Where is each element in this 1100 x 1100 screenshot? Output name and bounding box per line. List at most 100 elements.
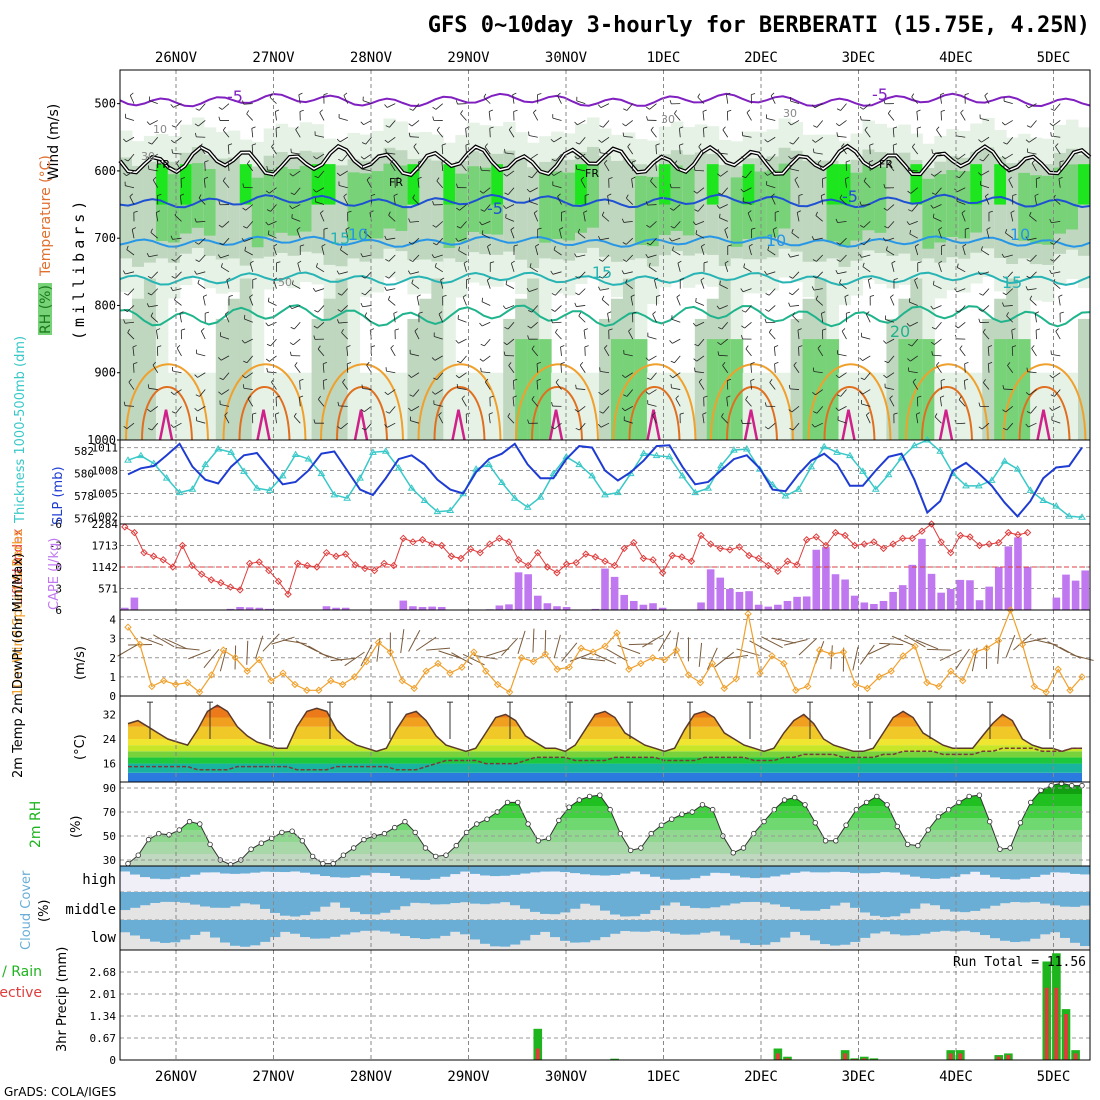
li-point — [332, 552, 340, 560]
wind-speed-point — [899, 652, 907, 660]
wind-barb-flag — [836, 242, 841, 245]
cloud-cell — [150, 892, 161, 903]
rh-band-green — [359, 173, 372, 242]
wind-barb — [416, 296, 420, 306]
wind-barb-flag — [812, 139, 816, 143]
wind-barb — [386, 370, 396, 374]
wind-barb — [626, 197, 634, 205]
wind-barb — [935, 322, 942, 330]
wind-barb-flag — [697, 93, 701, 98]
wind-barb — [528, 135, 538, 138]
wind-barb — [554, 422, 562, 430]
wind-barb-flag — [648, 262, 651, 267]
wind-speed-point — [279, 669, 287, 677]
wind-barb — [911, 338, 919, 347]
rh-band-green — [587, 163, 600, 228]
wind-barb — [745, 170, 752, 179]
wind-barb — [768, 305, 776, 312]
li-point — [409, 538, 417, 546]
thickness-point — [936, 447, 945, 454]
wind-barb-flag — [812, 275, 817, 279]
warm-contour-outer — [1002, 363, 1087, 441]
wind-barb-flag — [798, 345, 803, 348]
wind-barb — [793, 365, 800, 373]
wind-barb — [1052, 372, 1061, 379]
wind-barb-flag — [914, 243, 919, 247]
wind-speed-point — [851, 680, 860, 689]
wind-barb — [366, 179, 372, 188]
rh-band-green — [778, 163, 792, 229]
wind-barb — [813, 237, 823, 241]
wind-barb-flag — [364, 228, 367, 233]
wind-barb — [339, 136, 348, 143]
wind-speed-point — [923, 678, 931, 687]
wind-barb — [200, 330, 206, 340]
wind-barb — [1051, 135, 1061, 138]
li-point — [418, 536, 427, 544]
cloud-cell — [1040, 892, 1051, 904]
li-point — [514, 556, 523, 564]
wind-barb-flag — [860, 225, 864, 228]
rh-band-bright — [706, 164, 720, 205]
wind-barb — [393, 313, 396, 323]
wind-barb — [292, 204, 301, 209]
wind-barb-flag — [440, 277, 445, 281]
wind-barb — [342, 382, 349, 390]
freezing-level-inner — [119, 145, 1091, 176]
rh-point — [781, 797, 788, 803]
li-point — [591, 553, 600, 561]
wind-barb-flag — [527, 310, 532, 313]
rh-low-green — [610, 339, 624, 440]
wind-barb — [840, 103, 847, 111]
wind-barb — [458, 338, 467, 344]
wind-barb-flag — [290, 326, 295, 330]
wind-barb-flag — [504, 192, 509, 195]
wind-barb — [246, 113, 254, 121]
wind-barb-flag — [436, 126, 440, 131]
wind-barb — [767, 136, 776, 143]
wind-barb — [791, 153, 800, 160]
wind-barb-flag — [512, 92, 517, 96]
wind-barb-flag — [553, 245, 556, 251]
wind-barb — [179, 313, 182, 323]
thickness-point — [188, 485, 197, 492]
warm-contour-outer — [320, 363, 404, 441]
wind-barb-flag — [407, 270, 411, 275]
wind-barb-flag — [1035, 311, 1040, 314]
wind-barb-flag — [748, 243, 753, 247]
wind-barb-flag — [1059, 160, 1064, 163]
wind-barb-flag — [313, 156, 317, 160]
li-point — [774, 567, 782, 576]
cloud-cell — [410, 892, 421, 903]
wind-barb — [891, 263, 895, 272]
wind-barb — [887, 163, 895, 172]
contour-label: 10 — [1010, 225, 1030, 244]
wind-barb — [958, 321, 966, 329]
wind-barb-10m — [798, 638, 817, 656]
wind-speed-point — [386, 648, 395, 656]
li-point — [447, 552, 456, 560]
li-point — [1014, 531, 1022, 539]
wind-barb-flag — [414, 328, 419, 332]
wind-barb-flag — [917, 395, 922, 398]
wind-barb — [127, 305, 135, 312]
wind-barb — [719, 305, 728, 310]
wind-barb — [648, 266, 657, 273]
wind-barb-flag — [536, 361, 541, 365]
wind-barb — [319, 212, 325, 222]
wind-barb — [910, 355, 918, 362]
wind-barb — [291, 305, 301, 310]
wind-barb-flag — [360, 121, 364, 125]
wind-barb-flag — [669, 374, 674, 379]
wind-barb-flag — [835, 374, 840, 379]
precip-conv-bar — [1054, 987, 1059, 1060]
wind-barb-flag — [1002, 409, 1006, 413]
cloud-cell — [330, 920, 341, 937]
cloud-cell — [470, 892, 481, 904]
cloud-cell — [680, 920, 691, 935]
wind-barb-flag — [343, 92, 348, 96]
wind-barb — [418, 161, 420, 171]
cloud-cell — [640, 892, 651, 914]
